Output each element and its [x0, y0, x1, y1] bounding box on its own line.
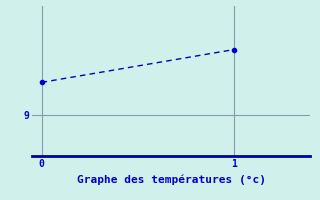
X-axis label: Graphe des températures (°c): Graphe des températures (°c) — [77, 174, 266, 185]
